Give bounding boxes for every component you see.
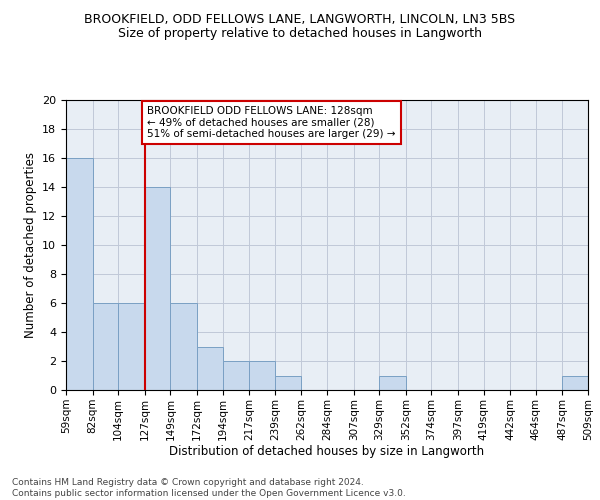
Bar [379,376,406,390]
Bar [66,158,92,390]
Bar [92,303,118,390]
Bar [275,376,301,390]
Y-axis label: Number of detached properties: Number of detached properties [23,152,37,338]
Bar [197,346,223,390]
Bar [145,187,170,390]
Text: BROOKFIELD, ODD FELLOWS LANE, LANGWORTH, LINCOLN, LN3 5BS: BROOKFIELD, ODD FELLOWS LANE, LANGWORTH,… [85,12,515,26]
Bar [170,303,197,390]
Text: Contains HM Land Registry data © Crown copyright and database right 2024.
Contai: Contains HM Land Registry data © Crown c… [12,478,406,498]
Bar [223,361,249,390]
Bar [562,376,588,390]
Bar [249,361,275,390]
Bar [118,303,145,390]
Text: BROOKFIELD ODD FELLOWS LANE: 128sqm
← 49% of detached houses are smaller (28)
51: BROOKFIELD ODD FELLOWS LANE: 128sqm ← 49… [147,106,396,139]
X-axis label: Distribution of detached houses by size in Langworth: Distribution of detached houses by size … [169,446,485,458]
Text: Size of property relative to detached houses in Langworth: Size of property relative to detached ho… [118,28,482,40]
